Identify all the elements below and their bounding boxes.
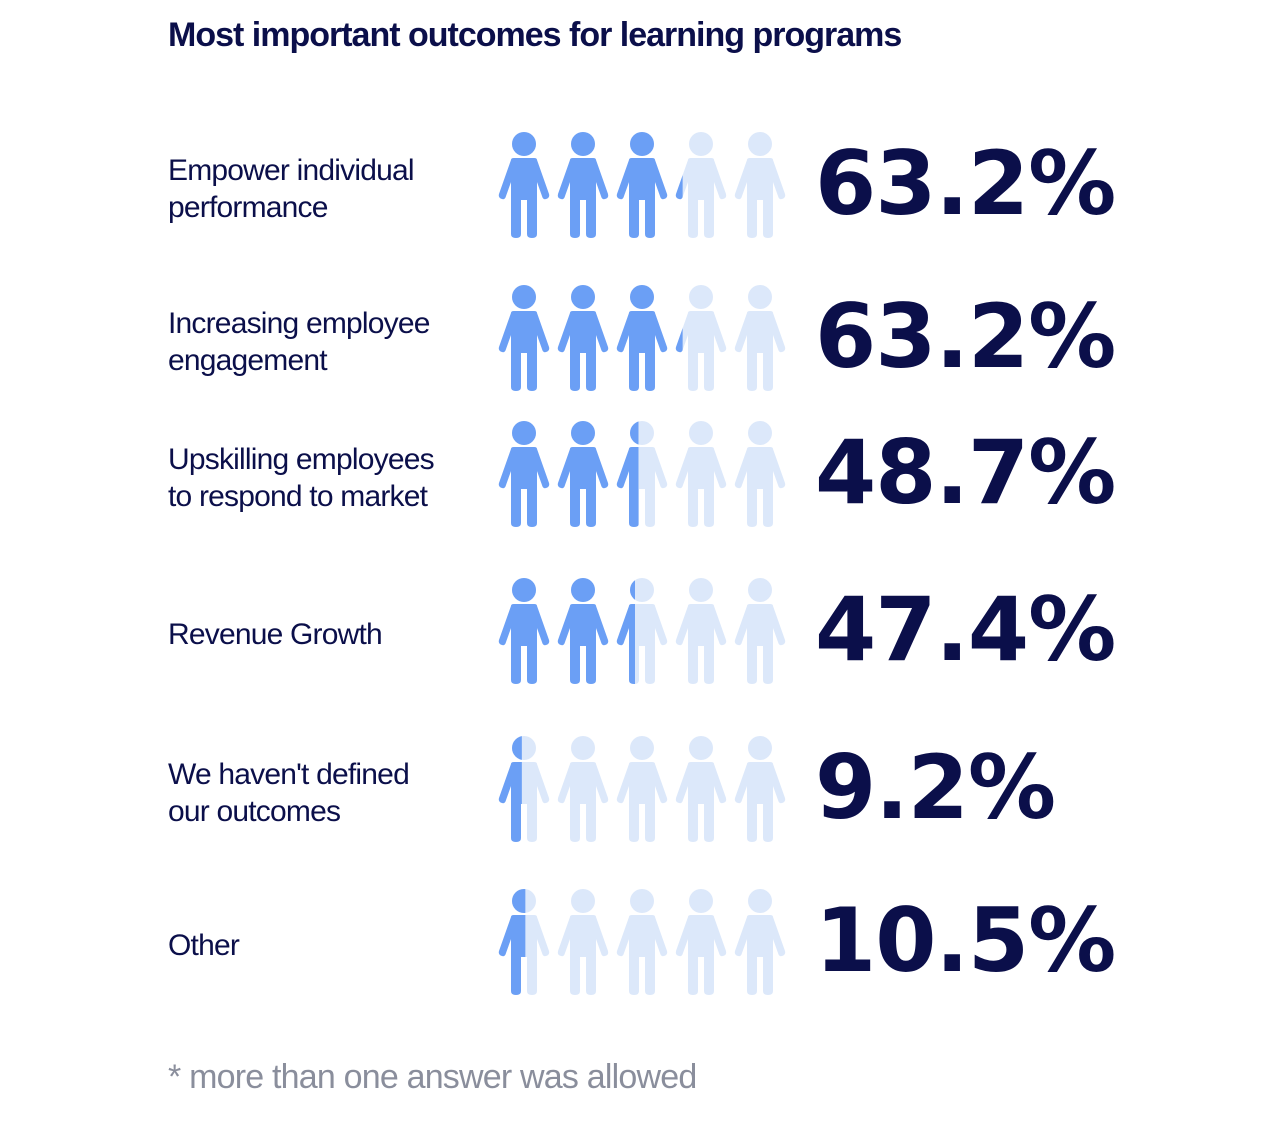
value-label: 10.5%: [815, 889, 1116, 992]
person-icon: [675, 578, 727, 684]
category-label: Empower individual performance: [168, 154, 415, 224]
value-label: 48.7%: [815, 421, 1116, 524]
person-icon: [498, 736, 550, 842]
pictogram-icons: [497, 734, 787, 842]
person-icons-svg: [498, 889, 786, 995]
category-label: Upskilling employees to respond to marke…: [168, 443, 435, 513]
person-icons-svg: [498, 132, 786, 238]
pictogram-icons: [497, 576, 787, 684]
person-icon: [616, 578, 668, 684]
person-icon: [734, 578, 786, 684]
value-label: 63.2%: [815, 132, 1116, 235]
person-icon: [734, 285, 786, 391]
person-icon: [734, 132, 786, 238]
person-icon: [498, 889, 550, 995]
person-icons-svg: [498, 285, 786, 391]
chart-title: Most important outcomes for learning pro…: [168, 16, 902, 54]
person-icon: [734, 736, 786, 842]
category-label: Increasing employee engagement: [168, 307, 430, 377]
pictogram-icons: [497, 130, 787, 238]
person-icons-svg: [498, 421, 786, 527]
person-icon: [675, 132, 727, 238]
person-icon: [498, 421, 550, 527]
person-icon: [675, 421, 727, 527]
person-icon: [616, 132, 668, 238]
value-label: 47.4%: [815, 578, 1116, 681]
person-icon: [498, 132, 550, 238]
person-icon: [734, 421, 786, 527]
person-icon: [557, 736, 609, 842]
person-icon: [675, 889, 727, 995]
person-icon: [557, 132, 609, 238]
pictogram-icons: [497, 419, 787, 527]
pictogram-icons: [497, 887, 787, 995]
person-icon: [616, 736, 668, 842]
footnote: * more than one answer was allowed: [168, 1058, 697, 1096]
person-icon: [557, 285, 609, 391]
person-icon: [675, 736, 727, 842]
pictogram-icons: [497, 283, 787, 391]
person-icon: [557, 578, 609, 684]
value-label: 63.2%: [815, 285, 1116, 388]
person-icon: [557, 889, 609, 995]
person-icon: [557, 421, 609, 527]
person-icons-svg: [498, 736, 786, 842]
person-icon: [498, 578, 550, 684]
person-icon: [675, 285, 727, 391]
person-icons-svg: [498, 578, 786, 684]
person-icon: [616, 421, 668, 527]
person-icon: [616, 889, 668, 995]
person-icon: [616, 285, 668, 391]
category-label: Revenue Growth: [168, 618, 383, 651]
person-icon: [498, 285, 550, 391]
person-icon: [734, 889, 786, 995]
value-label: 9.2%: [815, 736, 1056, 839]
category-label: We haven't defined our outcomes: [168, 758, 410, 828]
category-label: Other: [168, 929, 240, 962]
